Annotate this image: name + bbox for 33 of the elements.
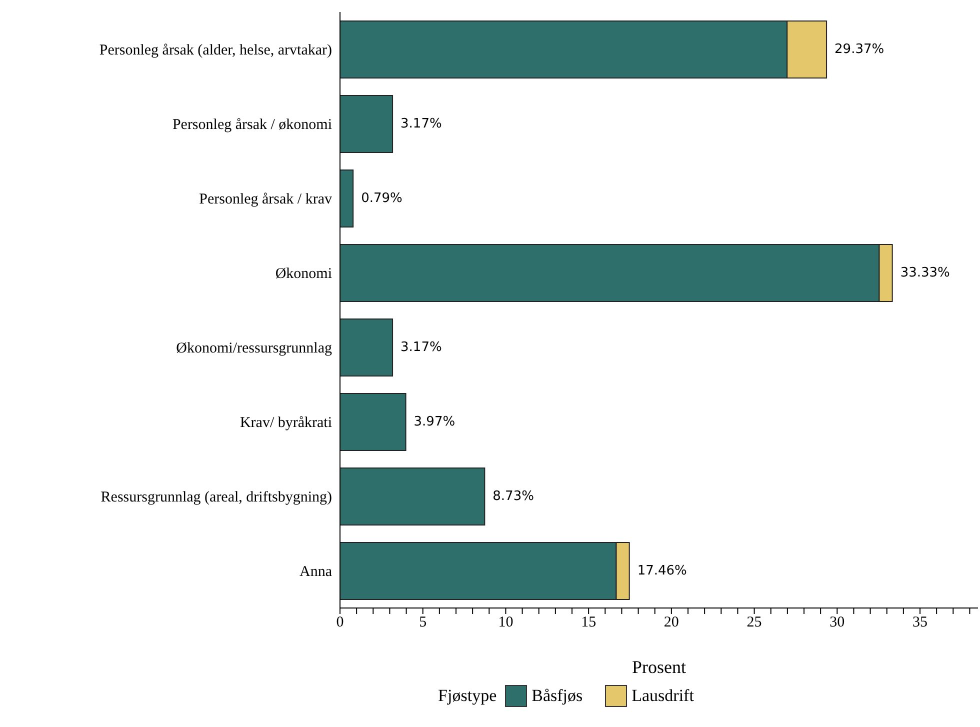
y-tick-label: Personleg årsak / økonomi xyxy=(172,117,332,134)
x-tick-label: 15 xyxy=(581,614,596,631)
total-label: 3.97% xyxy=(414,414,456,430)
y-tick-label: Økonomi xyxy=(275,266,332,282)
total-label: 3.17% xyxy=(400,116,442,132)
x-tick-label: 0 xyxy=(336,614,344,631)
total-label: 8.73% xyxy=(492,488,534,504)
y-tick-label: Anna xyxy=(300,564,332,580)
bar xyxy=(340,318,394,376)
total-label: 0.79% xyxy=(361,190,402,206)
x-tick-label: 30 xyxy=(830,614,845,631)
y-tick-label: Ressursgrunnlag (areal, driftsbygning) xyxy=(100,490,332,506)
bar xyxy=(340,392,406,451)
y-tick-label: Økonomi/ressursgrunnlag xyxy=(176,340,332,357)
total-label: 33.33% xyxy=(900,265,950,280)
x-tick-label: 35 xyxy=(912,614,928,631)
bar xyxy=(340,94,394,153)
bar xyxy=(340,169,354,228)
legend-label: Lausdrift xyxy=(632,686,694,706)
total-label: 3.17% xyxy=(400,340,442,355)
x-tick-label: 5 xyxy=(419,614,427,631)
x-axis-title: Prosent xyxy=(632,657,686,677)
x-tick-label: 20 xyxy=(664,614,679,631)
y-tick-label: Personleg årsak (alder, helse, arvtakar) xyxy=(99,42,332,59)
legend-label: Båsfjøs xyxy=(532,686,583,706)
total-label: 29.37% xyxy=(834,42,884,57)
x-tick-label: 10 xyxy=(498,614,514,631)
total-label: 17.46% xyxy=(637,563,687,578)
bar xyxy=(340,467,486,526)
y-tick-label: Personleg årsak / krav xyxy=(199,192,332,208)
y-tick-label: Krav/ byråkrati xyxy=(240,415,332,432)
x-tick-label: 25 xyxy=(746,614,762,631)
legend-title: Fjøstype xyxy=(438,686,497,706)
